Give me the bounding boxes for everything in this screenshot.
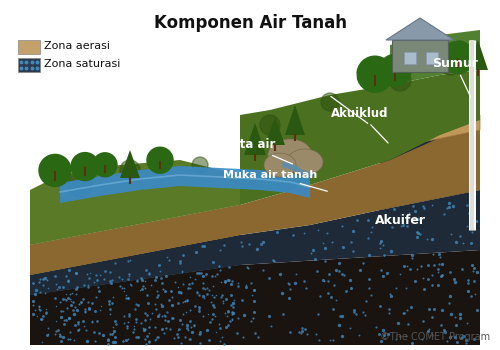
Circle shape xyxy=(192,157,208,173)
Circle shape xyxy=(260,115,280,135)
FancyBboxPatch shape xyxy=(18,58,40,72)
Circle shape xyxy=(442,41,474,74)
Polygon shape xyxy=(380,120,480,210)
Circle shape xyxy=(147,147,173,173)
FancyBboxPatch shape xyxy=(404,52,416,64)
Circle shape xyxy=(379,54,411,86)
Polygon shape xyxy=(290,100,480,155)
Polygon shape xyxy=(30,250,480,345)
Polygon shape xyxy=(30,120,480,275)
Text: ©The COMET Program: ©The COMET Program xyxy=(380,332,490,342)
Text: Muka air tanah: Muka air tanah xyxy=(223,170,328,191)
Polygon shape xyxy=(120,150,140,178)
Polygon shape xyxy=(60,166,310,203)
Ellipse shape xyxy=(268,139,312,171)
FancyBboxPatch shape xyxy=(18,40,40,54)
Polygon shape xyxy=(265,117,285,145)
Polygon shape xyxy=(30,265,240,345)
Ellipse shape xyxy=(264,153,296,177)
Circle shape xyxy=(93,153,117,177)
Polygon shape xyxy=(30,160,240,245)
Circle shape xyxy=(440,55,460,75)
Polygon shape xyxy=(290,115,480,170)
Circle shape xyxy=(68,173,92,197)
Text: Zona aerasi: Zona aerasi xyxy=(44,41,110,51)
Text: Komponen Air Tanah: Komponen Air Tanah xyxy=(154,14,346,32)
Polygon shape xyxy=(285,105,305,135)
Text: Aliran air: Aliran air xyxy=(174,142,236,155)
Polygon shape xyxy=(30,235,240,295)
Circle shape xyxy=(389,69,411,91)
Polygon shape xyxy=(30,190,480,295)
Text: Akuifer: Akuifer xyxy=(374,214,426,226)
Circle shape xyxy=(321,93,339,111)
Polygon shape xyxy=(468,40,488,70)
Circle shape xyxy=(357,56,393,92)
Text: Muka air tanah
tertahan: Muka air tanah tertahan xyxy=(263,70,368,123)
Ellipse shape xyxy=(287,149,323,175)
Text: Akuiklud: Akuiklud xyxy=(331,107,389,143)
Circle shape xyxy=(39,154,71,187)
FancyBboxPatch shape xyxy=(426,52,438,64)
Polygon shape xyxy=(30,205,240,275)
FancyBboxPatch shape xyxy=(392,40,448,72)
Circle shape xyxy=(71,153,99,181)
Circle shape xyxy=(451,41,469,59)
Polygon shape xyxy=(386,18,454,40)
Polygon shape xyxy=(390,30,480,85)
Polygon shape xyxy=(240,70,480,205)
Polygon shape xyxy=(244,123,266,155)
Text: Zona saturasi: Zona saturasi xyxy=(44,59,120,69)
Text: Sumur: Sumur xyxy=(432,57,478,98)
Circle shape xyxy=(120,160,140,180)
Text: Mata air: Mata air xyxy=(220,139,292,164)
